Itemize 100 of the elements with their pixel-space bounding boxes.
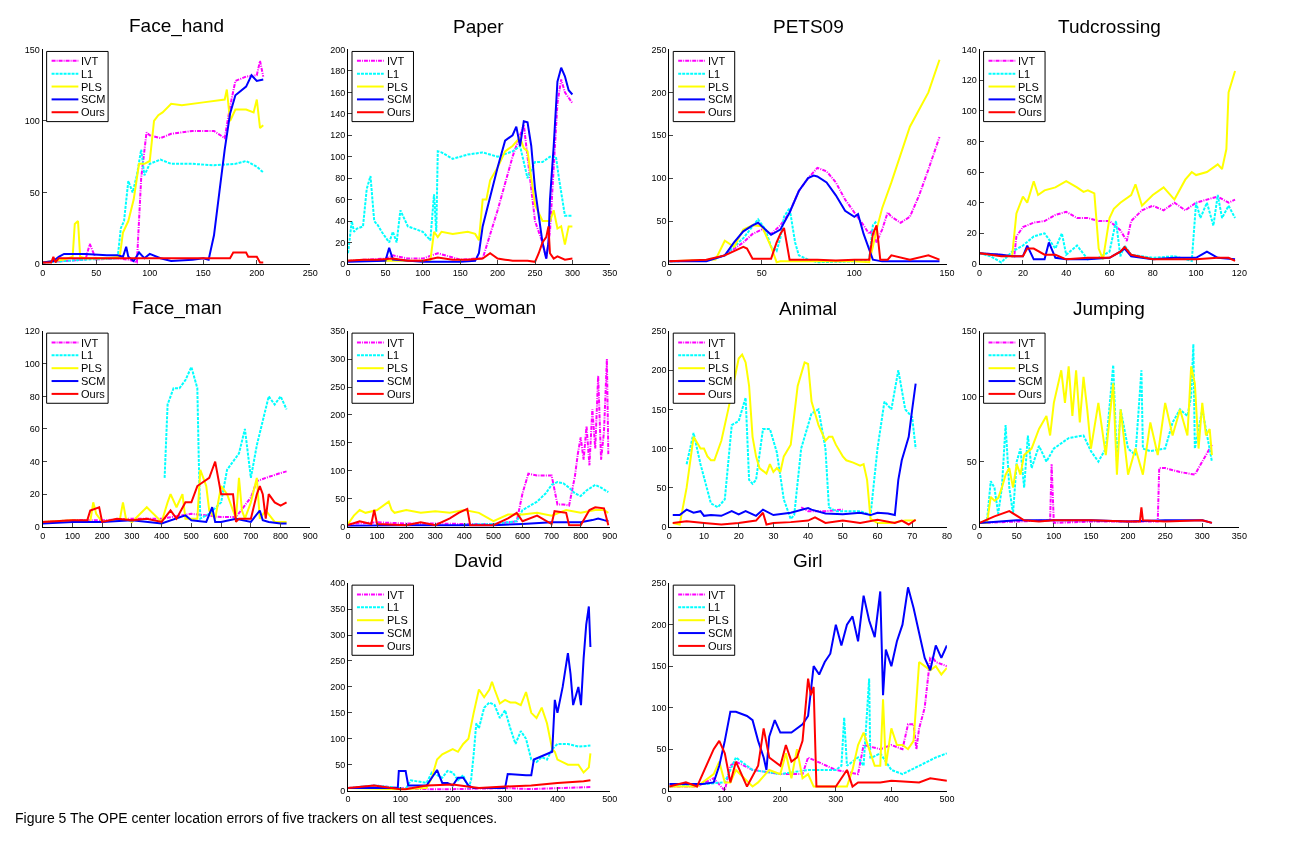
x-tick-label: 200 <box>490 267 506 278</box>
x-tick-label: 50 <box>91 267 102 278</box>
x-tick-label: 800 <box>573 530 589 541</box>
x-tick-label: 20 <box>1017 267 1028 278</box>
x-tick-label: 350 <box>602 267 618 278</box>
legend-label: PLS <box>81 362 102 374</box>
x-tick-label: 600 <box>213 530 229 541</box>
legend-label: SCM <box>1018 93 1043 105</box>
x-tick-label: 100 <box>415 267 431 278</box>
y-tick-label: 150 <box>651 130 667 141</box>
x-tick-label: 50 <box>756 267 767 278</box>
legend-label: PLS <box>387 614 408 626</box>
legend-label: L1 <box>708 68 721 80</box>
x-tick-label: 250 <box>527 267 543 278</box>
x-tick-label: 600 <box>515 530 531 541</box>
y-tick-label: 250 <box>651 578 667 589</box>
x-tick-label: 900 <box>302 530 318 541</box>
legend-label: L1 <box>387 68 400 80</box>
x-tick-label: 700 <box>544 530 560 541</box>
y-tick-label: 120 <box>330 130 346 141</box>
line-series <box>42 251 265 264</box>
y-tick-label: 60 <box>966 167 977 178</box>
y-tick-label: 0 <box>340 521 346 532</box>
legend-label: SCM <box>81 93 106 105</box>
x-tick-label: 400 <box>549 794 565 805</box>
x-tick-label: 200 <box>772 794 788 805</box>
x-tick-label: 350 <box>1231 530 1247 541</box>
y-tick-label: 180 <box>330 66 346 77</box>
y-tick-label: 200 <box>330 410 346 421</box>
x-tick-label: 40 <box>803 530 814 541</box>
legend-label: IVT <box>1018 55 1036 67</box>
y-tick-label: 200 <box>651 87 667 98</box>
y-tick-label: 120 <box>24 326 40 337</box>
x-tick-label: 300 <box>124 530 140 541</box>
legend-label: IVT <box>708 55 726 67</box>
x-tick-label: 50 <box>837 530 848 541</box>
line-series <box>669 586 947 786</box>
y-tick-label: 80 <box>335 173 346 184</box>
line-series <box>979 506 1213 524</box>
y-tick-label: 50 <box>335 494 346 505</box>
chart-title: Face_hand <box>129 15 225 37</box>
y-tick-label: 200 <box>330 44 346 55</box>
chart-title: Paper <box>453 16 505 37</box>
legend-label: IVT <box>1018 337 1036 349</box>
y-tick-label: 40 <box>29 456 40 467</box>
y-tick-label: 0 <box>661 259 667 270</box>
y-tick-label: 350 <box>330 604 346 615</box>
y-tick-label: 100 <box>330 733 346 744</box>
legend-label: IVT <box>387 589 405 601</box>
x-tick-label: 250 <box>302 267 318 278</box>
y-tick-label: 0 <box>340 259 346 270</box>
line-series <box>348 779 592 791</box>
y-tick-label: 300 <box>330 630 346 641</box>
legend-label: SCM <box>708 93 733 105</box>
x-tick-label: 800 <box>273 530 289 541</box>
x-tick-label: 100 <box>142 267 158 278</box>
legend-label: PLS <box>387 362 408 374</box>
y-tick-label: 250 <box>330 656 346 667</box>
legend-label: IVT <box>387 55 405 67</box>
x-tick-label: 120 <box>1231 267 1247 278</box>
y-tick-label: 150 <box>24 44 40 55</box>
legend-label: IVT <box>81 337 99 349</box>
legend-label: L1 <box>708 349 721 361</box>
legend-label: SCM <box>387 375 412 387</box>
legend-label: PLS <box>1018 81 1039 93</box>
legend-label: L1 <box>387 349 400 361</box>
y-tick-label: 200 <box>330 682 346 693</box>
legend-label: PLS <box>708 362 729 374</box>
legend-label: PLS <box>387 81 408 93</box>
legend-label: L1 <box>81 349 94 361</box>
legend-label: SCM <box>1018 375 1043 387</box>
legend-label: L1 <box>1018 68 1031 80</box>
y-tick-label: 100 <box>24 358 40 369</box>
x-tick-label: 300 <box>564 267 580 278</box>
y-tick-label: 80 <box>966 136 977 147</box>
legend-label: Ours <box>81 388 106 400</box>
line-series <box>671 511 917 526</box>
y-tick-label: 150 <box>330 708 346 719</box>
legend-label: Ours <box>387 106 412 118</box>
x-tick-label: 500 <box>939 794 955 805</box>
x-tick-label: 100 <box>717 794 733 805</box>
x-tick-label: 100 <box>64 530 80 541</box>
x-tick-label: 100 <box>369 530 385 541</box>
y-tick-label: 150 <box>651 404 667 415</box>
legend-label: Ours <box>708 388 733 400</box>
legend-label: Ours <box>1018 106 1043 118</box>
y-tick-label: 200 <box>651 619 667 630</box>
y-tick-label: 80 <box>29 391 40 402</box>
chart-title: Face_woman <box>422 297 537 319</box>
x-tick-label: 400 <box>154 530 170 541</box>
line-series <box>348 225 574 263</box>
y-tick-label: 50 <box>335 759 346 770</box>
y-tick-label: 140 <box>330 108 346 119</box>
x-tick-label: 500 <box>602 794 618 805</box>
legend-label: SCM <box>708 627 733 639</box>
legend-label: PLS <box>1018 362 1039 374</box>
legend-label: Ours <box>708 640 733 652</box>
y-tick-label: 60 <box>29 424 40 435</box>
y-tick-label: 0 <box>971 521 977 532</box>
legend-label: IVT <box>387 337 405 349</box>
